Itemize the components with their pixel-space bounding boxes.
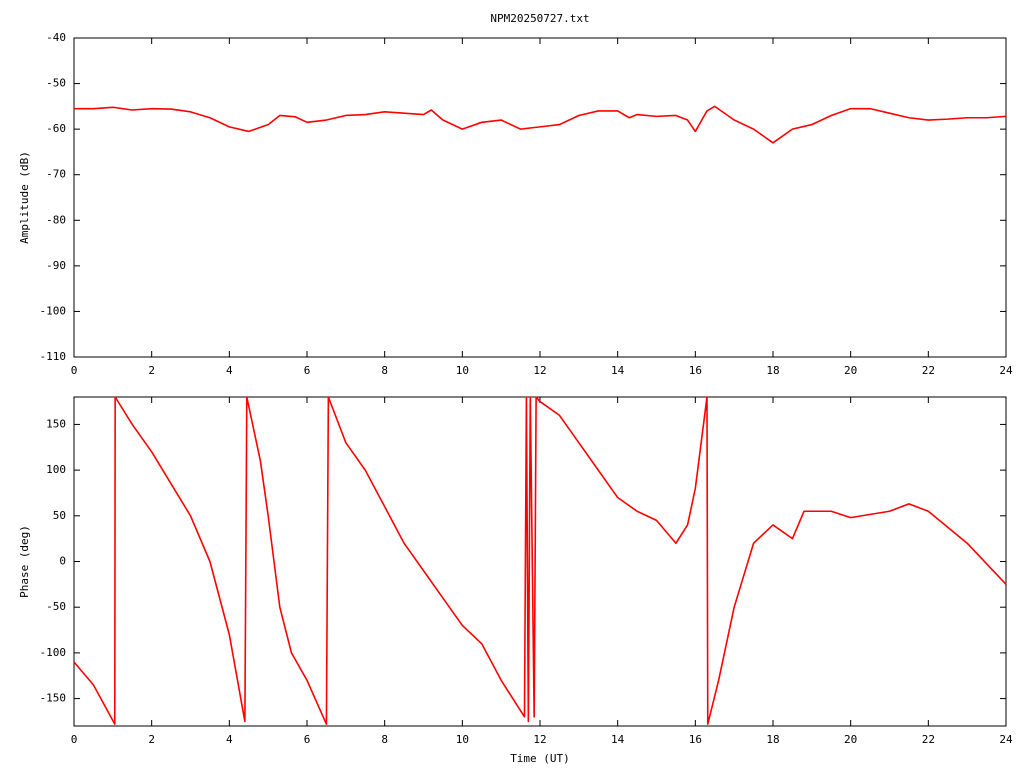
- x-tick-label: 16: [689, 733, 702, 746]
- y-tick-label: -90: [46, 259, 66, 272]
- y-tick-label: 0: [59, 555, 66, 568]
- x-tick-label: 16: [689, 364, 702, 377]
- y-tick-label: 50: [53, 509, 66, 522]
- x-tick-label: 20: [844, 364, 857, 377]
- data-line: [74, 105, 1007, 144]
- x-tick-label: 20: [844, 733, 857, 746]
- y-tick-label: -40: [46, 31, 66, 44]
- y-tick-label: -60: [46, 122, 66, 135]
- x-tick-label: 18: [766, 364, 779, 377]
- x-tick-label: 10: [456, 364, 469, 377]
- x-tick-label: 4: [226, 364, 233, 377]
- y-tick-label: -80: [46, 213, 66, 226]
- x-tick-label: 12: [533, 733, 546, 746]
- x-tick-label: 22: [922, 733, 935, 746]
- x-tick-label: 2: [148, 733, 155, 746]
- x-tick-label: 4: [226, 733, 233, 746]
- plot-frame: [73, 396, 1007, 727]
- x-tick-label: 6: [304, 733, 311, 746]
- x-tick-label: 10: [456, 733, 469, 746]
- x-tick-label: 24: [999, 364, 1013, 377]
- y-tick-label: -50: [46, 600, 66, 613]
- x-tick-label: 0: [71, 364, 78, 377]
- x-tick-label: 0: [71, 733, 78, 746]
- x-tick-label: 18: [766, 733, 779, 746]
- x-tick-label: 14: [611, 733, 625, 746]
- chart-title: NPM20250727.txt: [490, 12, 589, 25]
- y-tick-label: 100: [46, 463, 66, 476]
- y-tick-label: -70: [46, 168, 66, 181]
- x-tick-label: 14: [611, 364, 625, 377]
- x-tick-label: 8: [381, 364, 388, 377]
- y-tick-label: -150: [40, 692, 67, 705]
- x-axis-label: Time (UT): [510, 752, 570, 765]
- x-tick-label: 2: [148, 364, 155, 377]
- x-tick-label: 22: [922, 364, 935, 377]
- plot-frame: [73, 37, 1007, 358]
- y-tick-label: -100: [40, 646, 67, 659]
- y-tick-label: -100: [40, 304, 67, 317]
- x-tick-label: 24: [999, 733, 1013, 746]
- y-tick-label: -110: [40, 350, 67, 363]
- y-tick-label: 150: [46, 417, 66, 430]
- x-tick-label: 8: [381, 733, 388, 746]
- y-axis-label: Phase (deg): [18, 525, 31, 598]
- y-axis-label: Amplitude (dB): [18, 151, 31, 244]
- x-tick-label: 12: [533, 364, 546, 377]
- data-line: [73, 396, 1007, 725]
- x-tick-label: 6: [304, 364, 311, 377]
- y-tick-label: -50: [46, 77, 66, 90]
